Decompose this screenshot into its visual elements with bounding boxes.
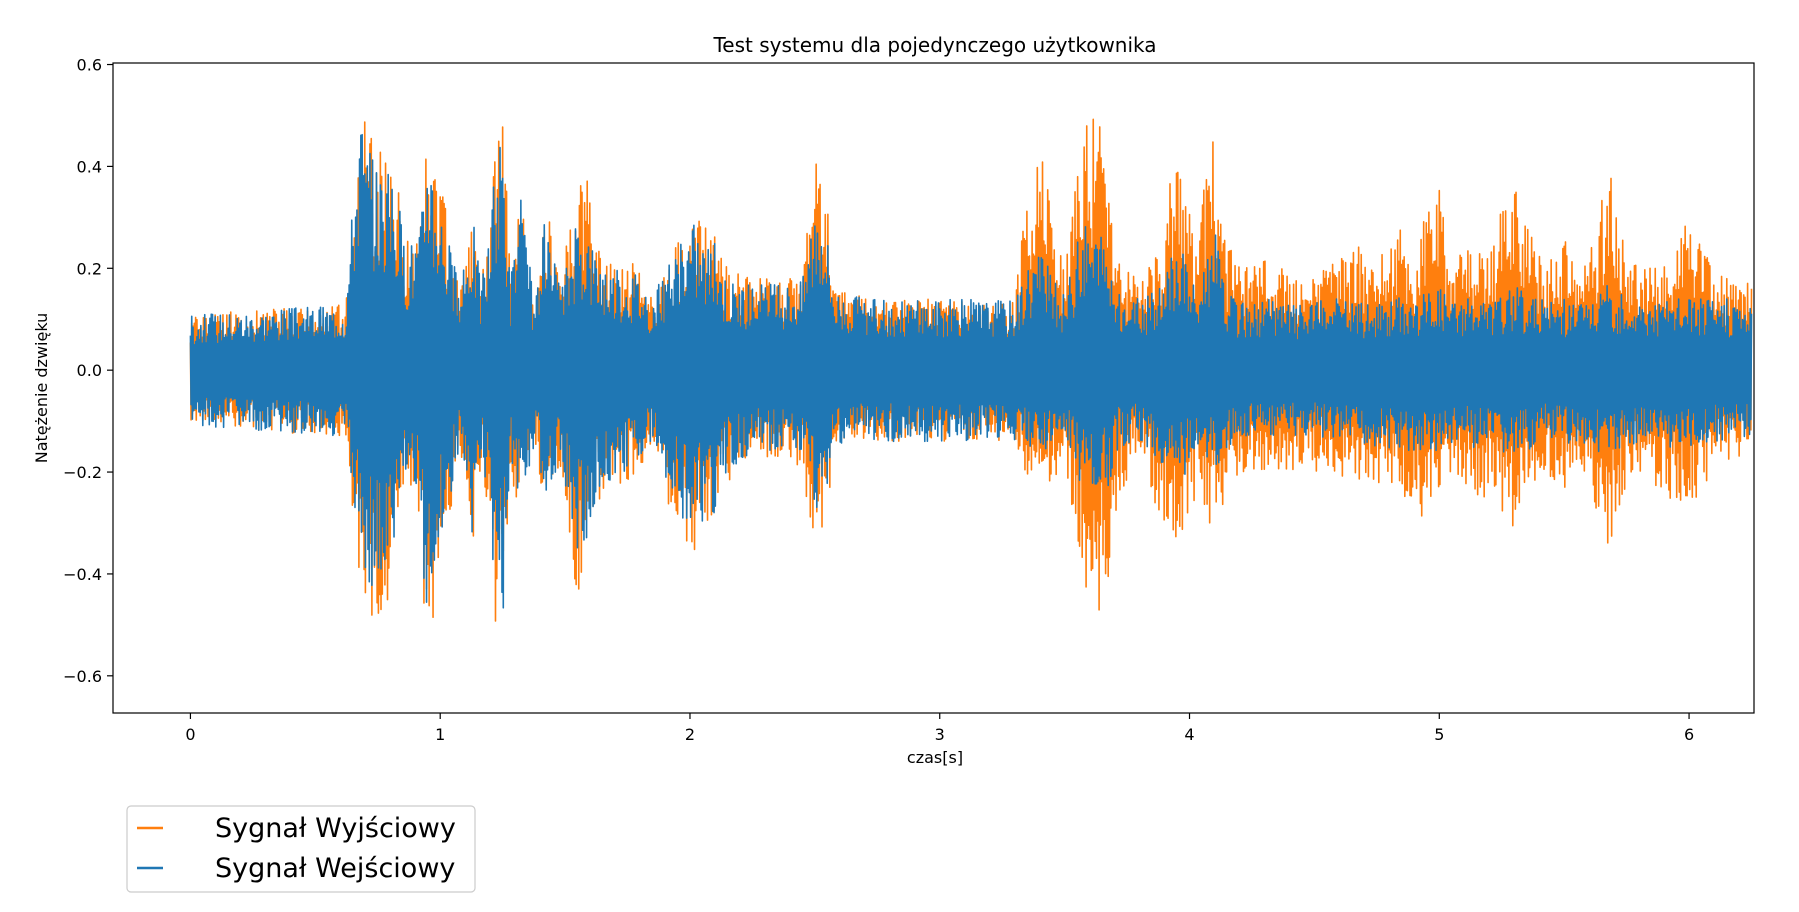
legend: Sygnał Wyjściowy Sygnał Wejściowy xyxy=(126,805,476,893)
series-layer xyxy=(189,118,1753,622)
x-tick-label: 4 xyxy=(1184,725,1194,744)
y-tick-label: −0.2 xyxy=(63,463,102,482)
x-axis-ticks: 0 1 2 3 4 5 6 xyxy=(185,713,1694,744)
legend-box xyxy=(126,805,476,893)
x-axis-label: czas[s] xyxy=(907,748,963,767)
y-tick-label: −0.6 xyxy=(63,667,102,686)
y-axis-ticks: −0.6 −0.4 −0.2 0.0 0.2 0.4 0.6 xyxy=(63,56,113,686)
legend-label-output: Sygnał Wyjściowy xyxy=(215,813,456,844)
y-tick-label: 0.4 xyxy=(77,157,102,176)
y-tick-label: 0.2 xyxy=(77,259,102,278)
legend-label-input: Sygnał Wejściowy xyxy=(215,853,455,884)
x-tick-label: 2 xyxy=(685,725,695,744)
x-tick-label: 0 xyxy=(185,725,195,744)
x-tick-label: 1 xyxy=(435,725,445,744)
plot-frame xyxy=(112,62,1755,714)
y-tick-label: 0.6 xyxy=(77,56,102,75)
series-line-input xyxy=(189,133,1753,609)
y-tick-label: 0.0 xyxy=(77,361,102,380)
x-tick-label: 3 xyxy=(935,725,945,744)
y-tick-label: −0.4 xyxy=(63,565,102,584)
x-tick-label: 5 xyxy=(1434,725,1444,744)
x-tick-label: 6 xyxy=(1684,725,1694,744)
y-axis-label: Natężenie dzwięku xyxy=(32,313,51,464)
chart-title: Test systemu dla pojedynczego użytkownik… xyxy=(712,33,1156,57)
